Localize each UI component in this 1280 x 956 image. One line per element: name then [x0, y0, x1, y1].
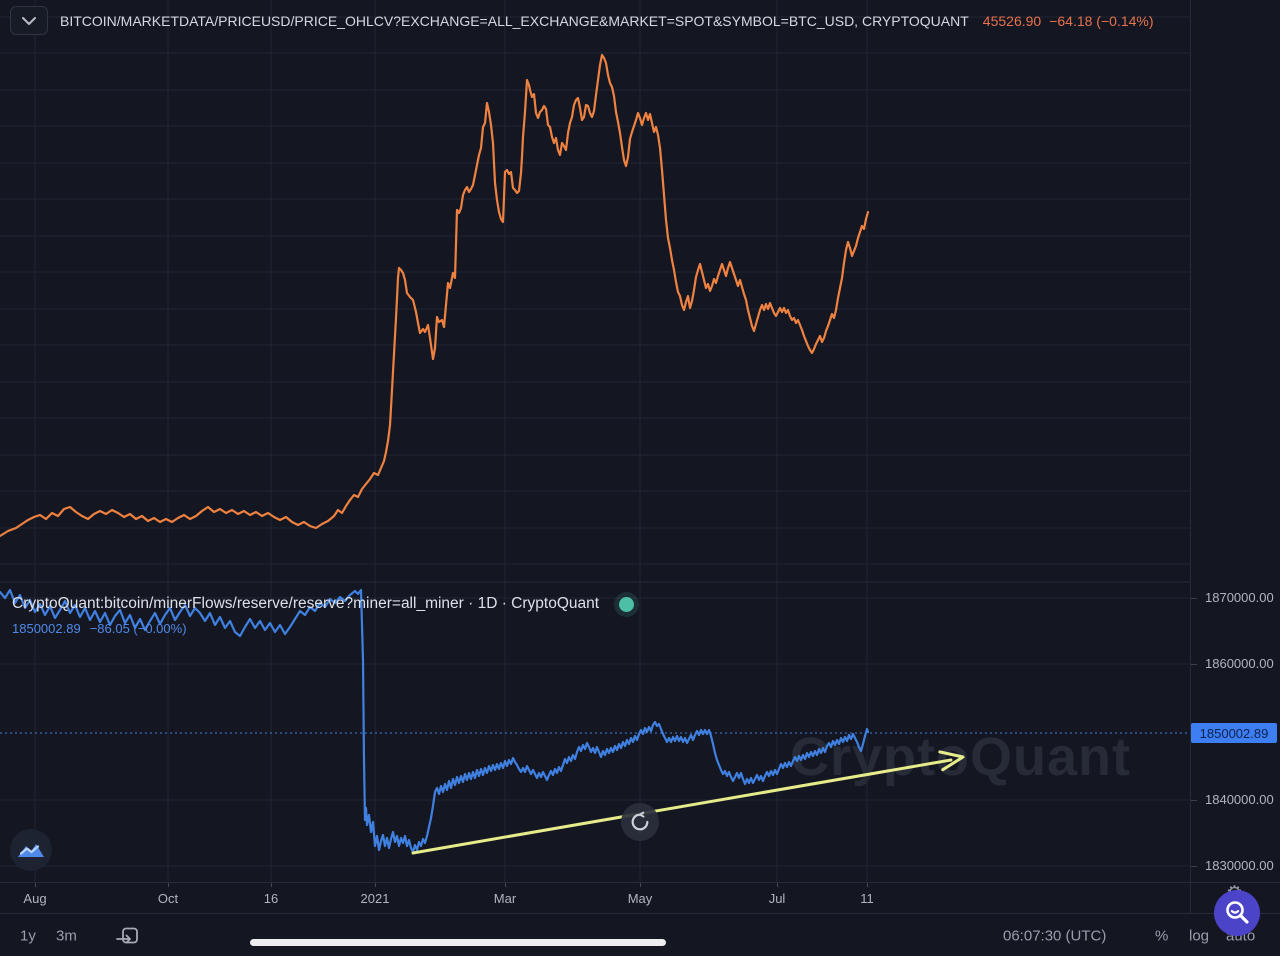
time-axis-label: 16 — [263, 891, 279, 906]
goto-date-button[interactable] — [116, 926, 140, 946]
price-axis-label: 1830000.00 — [1205, 858, 1274, 873]
time-axis[interactable]: Aug Oct 16 2021 Mar May Jul 11 — [0, 882, 1280, 914]
reset-chart-button[interactable] — [621, 803, 659, 841]
zoom-cursor-icon — [1214, 890, 1260, 936]
price-change: −64.18 (−0.14%) — [1049, 12, 1154, 29]
indicator-title[interactable]: CryptoQuant:bitcoin/minerFlows/reserve/r… — [12, 595, 600, 612]
horizontal-scrollbar[interactable] — [250, 939, 666, 946]
indicator-value: 1850002.89 — [12, 621, 81, 636]
percent-scale-button[interactable]: % — [1155, 927, 1169, 944]
time-tick-mark — [168, 883, 169, 887]
time-axis-label: Aug — [23, 891, 47, 906]
time-axis-label: Jul — [768, 891, 786, 906]
time-axis-label: 2021 — [360, 891, 390, 906]
price-axis-label: 1860000.00 — [1205, 656, 1274, 671]
last-price: 45526.90 — [982, 12, 1042, 29]
time-tick-mark — [375, 883, 376, 887]
last-value-text: 1850002.89 — [1199, 725, 1269, 741]
price-axis-label: 1870000.00 — [1205, 590, 1274, 605]
last-value-label: 1850002.89 — [1191, 723, 1277, 743]
reset-arrow-icon — [631, 811, 649, 831]
legend-collapse-button[interactable] — [10, 6, 48, 35]
symbol-title[interactable]: BITCOIN/MARKETDATA/PRICEUSD/PRICE_OHLCV?… — [60, 12, 969, 29]
price-tick-mark — [1191, 800, 1197, 801]
time-tick-mark — [271, 883, 272, 887]
chart-logo-icon[interactable] — [10, 829, 52, 871]
price-tick-mark — [1191, 866, 1197, 867]
price-axis[interactable]: 1870000.00 1860000.00 1840000.00 1830000.00 — [1190, 0, 1280, 913]
symbol-legend: BITCOIN/MARKETDATA/PRICEUSD/PRICE_OHLCV?… — [10, 6, 1154, 35]
goto-date-icon — [116, 927, 138, 943]
price-tick-mark — [1191, 664, 1197, 665]
time-axis-label: Mar — [493, 891, 517, 906]
mountain-chart-icon — [18, 844, 44, 857]
range-3m-button[interactable]: 3m — [56, 927, 77, 944]
time-tick-mark — [867, 883, 868, 887]
time-axis-label: May — [627, 891, 653, 906]
clock-utc[interactable]: 06:07:30 (UTC) — [1003, 927, 1107, 944]
bottom-toolbar: 1y 3m 06:07:30 (UTC) % log auto — [0, 913, 1280, 956]
indicator-change: −86.05 (−0.00%) — [89, 621, 187, 636]
log-scale-button[interactable]: log — [1189, 927, 1210, 944]
price-axis-label: 1840000.00 — [1205, 792, 1274, 807]
time-axis-label: 11 — [860, 891, 874, 906]
chevron-down-icon — [22, 16, 36, 25]
time-tick-mark — [640, 883, 641, 887]
magnifier-icon — [1226, 901, 1249, 924]
chart-plot-area[interactable] — [0, 0, 1190, 882]
status-dot-icon — [619, 596, 635, 612]
indicator-legend: CryptoQuant:bitcoin/minerFlows/reserve/r… — [12, 595, 635, 636]
time-axis-label: Oct — [157, 891, 179, 906]
time-tick-mark — [777, 883, 778, 887]
price-tick-mark — [1191, 598, 1197, 599]
range-1y-button[interactable]: 1y — [20, 927, 36, 944]
time-tick-mark — [35, 883, 36, 887]
time-tick-mark — [505, 883, 506, 887]
